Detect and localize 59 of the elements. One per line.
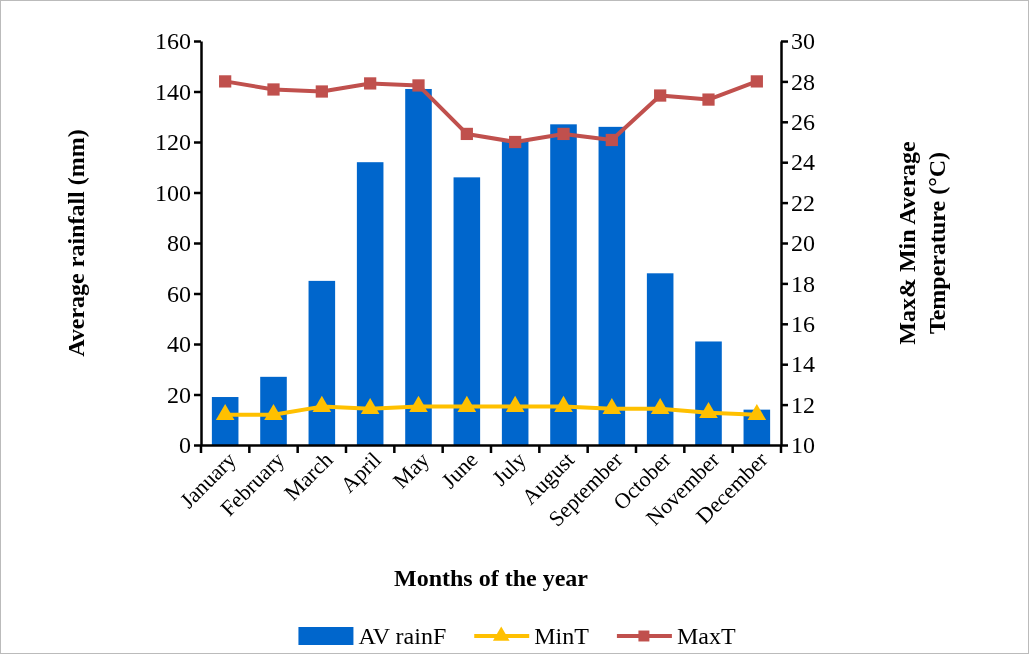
point xyxy=(699,401,718,419)
y-tick-label: 80 xyxy=(167,230,191,257)
y-tick-label: 120 xyxy=(155,129,191,156)
y2-tick-label: 16 xyxy=(791,310,815,337)
point xyxy=(554,395,573,412)
y2-tick-label: 22 xyxy=(791,189,815,216)
point xyxy=(412,79,425,92)
x-tick-label: May xyxy=(387,446,435,494)
bar xyxy=(501,139,529,445)
bar xyxy=(308,280,336,445)
y2-tick-label: 18 xyxy=(791,270,815,297)
x-axis-title: Months of the year xyxy=(394,565,589,591)
point xyxy=(267,83,280,96)
bar xyxy=(695,341,722,445)
bar xyxy=(356,162,384,445)
bar xyxy=(405,88,432,445)
point xyxy=(654,89,667,102)
y2-tick-label: 10 xyxy=(791,432,815,459)
y-tick-label: 0 xyxy=(179,432,191,459)
bar xyxy=(598,126,626,445)
point xyxy=(605,133,618,147)
y2-tick-label: 30 xyxy=(791,28,815,55)
point xyxy=(360,397,380,415)
y2-tick-label: 26 xyxy=(791,108,815,135)
y-tick-label: 140 xyxy=(155,78,191,105)
y2-tick-label: 14 xyxy=(791,351,815,378)
point xyxy=(650,397,670,415)
y2-tick-label: 12 xyxy=(791,391,815,418)
y-tick-label: 100 xyxy=(155,179,191,206)
point xyxy=(505,395,525,412)
y2-tick-label: 20 xyxy=(791,230,815,257)
y-axis-title: Average rainfall (mm) xyxy=(63,129,89,357)
y2-tick-label: 28 xyxy=(791,68,815,95)
legend-label: MinT xyxy=(534,623,590,649)
point xyxy=(457,395,477,412)
point xyxy=(509,135,522,149)
bar xyxy=(646,273,674,445)
point xyxy=(460,127,473,141)
y-tick-label: 40 xyxy=(167,331,191,358)
point xyxy=(750,75,763,88)
point xyxy=(602,397,622,415)
y2-tick-label: 24 xyxy=(791,149,815,176)
point xyxy=(315,85,328,98)
bar xyxy=(550,124,577,445)
point xyxy=(702,93,715,106)
point xyxy=(747,403,767,421)
point xyxy=(557,127,570,141)
y2-axis-title: Max& Min Average Temperature (°C) xyxy=(894,140,950,345)
x-tick-label: June xyxy=(436,446,483,494)
y-tick-label: 20 xyxy=(167,381,191,408)
point xyxy=(219,75,232,88)
bar xyxy=(453,177,481,445)
legend-label: AV rainF xyxy=(358,623,447,649)
point xyxy=(409,395,428,412)
point xyxy=(312,395,332,412)
legend-label: MaxT xyxy=(676,623,736,649)
point xyxy=(364,77,377,90)
y-tick-label: 60 xyxy=(167,280,191,307)
y-tick-label: 160 xyxy=(155,28,191,55)
